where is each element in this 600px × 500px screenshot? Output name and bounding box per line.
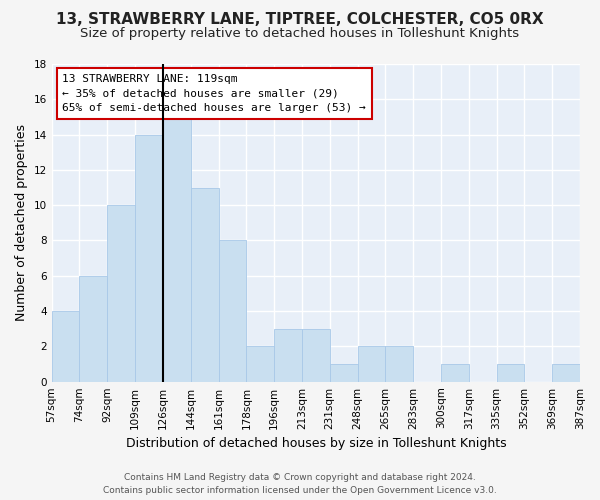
Bar [247, 346, 274, 382]
Bar [274, 328, 302, 382]
Bar [497, 364, 524, 382]
Bar [441, 364, 469, 382]
Bar [358, 346, 385, 382]
Text: Size of property relative to detached houses in Tolleshunt Knights: Size of property relative to detached ho… [80, 28, 520, 40]
Text: 13 STRAWBERRY LANE: 119sqm
← 35% of detached houses are smaller (29)
65% of semi: 13 STRAWBERRY LANE: 119sqm ← 35% of deta… [62, 74, 366, 113]
Bar [385, 346, 413, 382]
Bar [107, 205, 135, 382]
Y-axis label: Number of detached properties: Number of detached properties [15, 124, 28, 322]
Bar [52, 311, 79, 382]
Bar [302, 328, 330, 382]
Bar [79, 276, 107, 382]
Text: 13, STRAWBERRY LANE, TIPTREE, COLCHESTER, CO5 0RX: 13, STRAWBERRY LANE, TIPTREE, COLCHESTER… [56, 12, 544, 28]
Bar [163, 117, 191, 382]
Bar [191, 188, 218, 382]
Bar [330, 364, 358, 382]
Bar [552, 364, 580, 382]
Bar [135, 134, 163, 382]
Text: Contains HM Land Registry data © Crown copyright and database right 2024.
Contai: Contains HM Land Registry data © Crown c… [103, 474, 497, 495]
X-axis label: Distribution of detached houses by size in Tolleshunt Knights: Distribution of detached houses by size … [125, 437, 506, 450]
Bar [218, 240, 247, 382]
